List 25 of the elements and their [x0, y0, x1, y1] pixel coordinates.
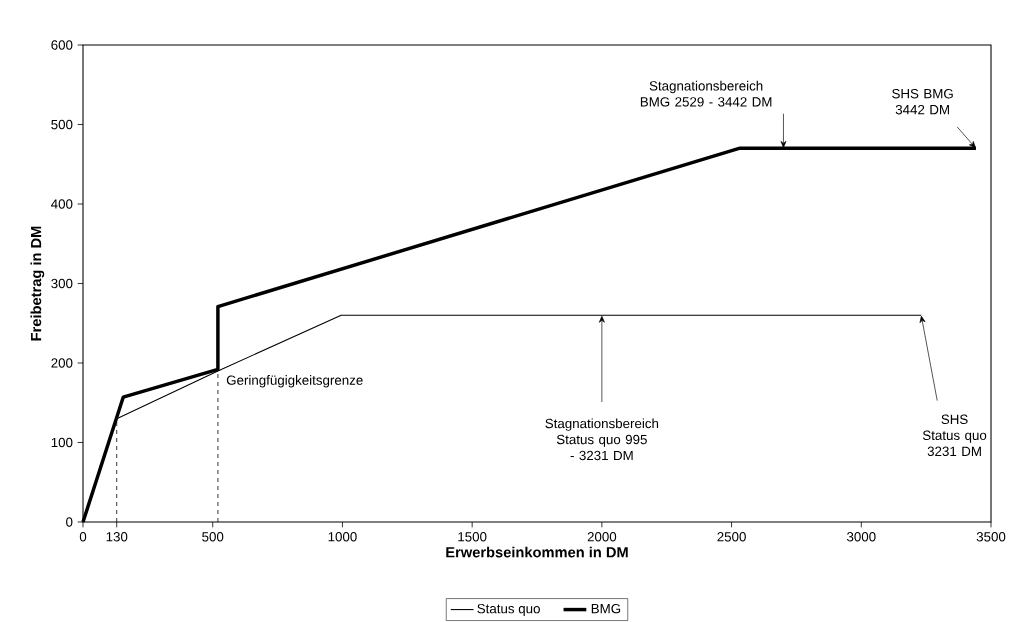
x-tick-label: 2500 [717, 532, 746, 542]
x-tick-label: 130 [106, 532, 128, 542]
y-tick-label: 100 [51, 437, 73, 448]
x-tick-label: 0 [79, 532, 87, 542]
x-tick-label: 3000 [846, 532, 876, 542]
annotation: Stagnationsbereich BMG 2529 - 3442 DM [640, 80, 772, 107]
y-tick-label: 0 [66, 517, 73, 527]
legend-label: Status quo [477, 603, 540, 616]
y-tick-label: 500 [51, 119, 73, 130]
y-tick-label: 200 [51, 358, 73, 368]
y-tick-label: 300 [51, 278, 73, 289]
annotation: Stagnationsbereich Status quo 995 - 3231 DM [545, 418, 659, 461]
x-tick-label: 2000 [587, 532, 617, 542]
annotation: SHS Status quo 3231 DM [922, 414, 987, 457]
legend-label: BMG [591, 603, 621, 614]
y-tick-label: 400 [51, 199, 73, 209]
x-tick-label: 3500 [976, 532, 1006, 542]
x-tick-label: 1000 [328, 532, 357, 542]
annotation: SHS BMG 3442 DM [892, 88, 953, 115]
x-tick-label: 500 [202, 532, 224, 542]
y-axis-title: Freibetrag in DM [30, 226, 45, 341]
x-axis-title: Erwerbseinkommen in DM [446, 546, 628, 558]
annotation: Geringfügigkeitsgrenze [226, 375, 363, 388]
y-tick-label: 600 [51, 40, 73, 50]
x-tick-label: 1500 [458, 532, 487, 542]
